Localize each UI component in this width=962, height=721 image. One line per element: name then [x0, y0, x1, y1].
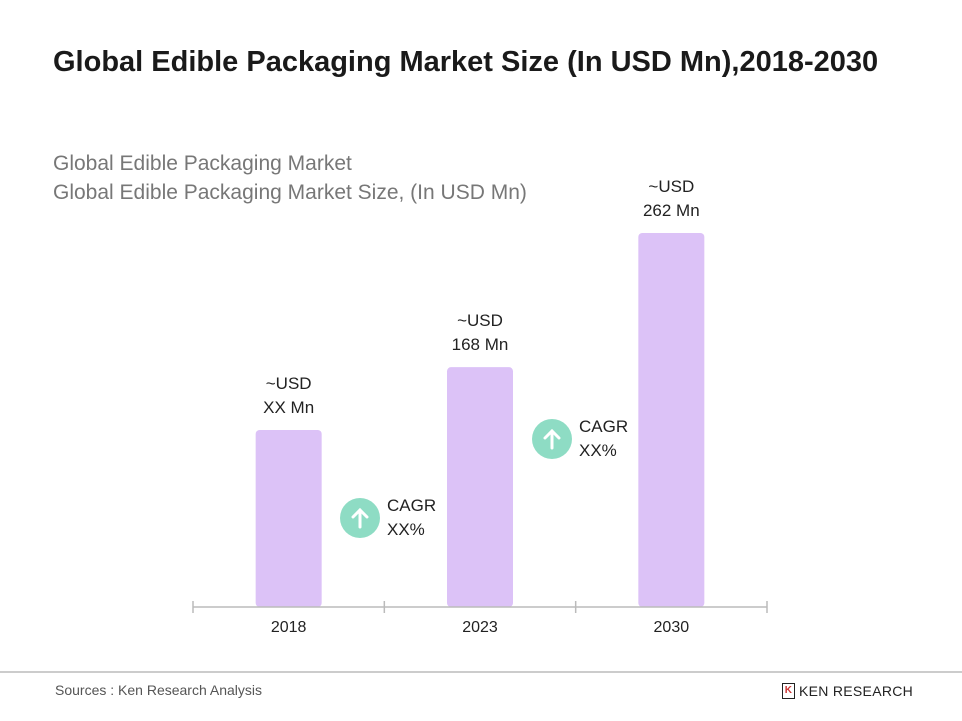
data-label: ~USD 168 Mn [410, 309, 550, 357]
data-label-line: ~USD [265, 373, 312, 393]
bar-2023 [447, 367, 513, 607]
cagr-value: XX% [579, 441, 617, 460]
chart-subtitle: Global Edible Packaging Market [53, 152, 352, 175]
footer-divider [0, 671, 962, 673]
x-tick-label: 2030 [654, 619, 690, 636]
data-label-line: 262 Mn [642, 201, 700, 220]
arrow-up-circle-icon [532, 419, 572, 459]
bar-2030 [638, 233, 705, 607]
cagr-label: CAGR [579, 417, 629, 436]
page-title: Global Edible Packaging Market Size (In … [53, 46, 879, 78]
data-label-line: ~USD [648, 177, 695, 196]
logo-mark-icon: K [782, 683, 795, 699]
arrow-up-circle-icon [340, 498, 380, 538]
data-label: ~USD XX Mn [219, 372, 359, 420]
chart-subtitle-2: Global Edible Packaging Market Size, (In… [53, 181, 527, 204]
bar-chart: 2018 2023 2030 [192, 233, 768, 636]
x-tick-label: 2018 [271, 619, 307, 636]
data-label: ~USD 262 Mn [601, 175, 741, 223]
logo-text: KEN RESEARCH [799, 683, 914, 699]
cagr-annotation: CAGR XX% [532, 415, 628, 463]
data-label-line: ~USD [457, 311, 503, 331]
x-tick-label: 2023 [462, 619, 498, 636]
data-label-line: 168 Mn [451, 335, 509, 355]
ken-research-logo: K KEN RESEARCH [782, 683, 913, 699]
bar-2018 [255, 429, 322, 607]
cagr-value: XX% [387, 520, 425, 539]
cagr-label: CAGR [387, 496, 437, 515]
source-note: Sources : Ken Research Analysis [55, 682, 262, 698]
data-label-line: XX Mn [263, 397, 315, 417]
cagr-annotation: CAGR XX% [340, 494, 436, 542]
